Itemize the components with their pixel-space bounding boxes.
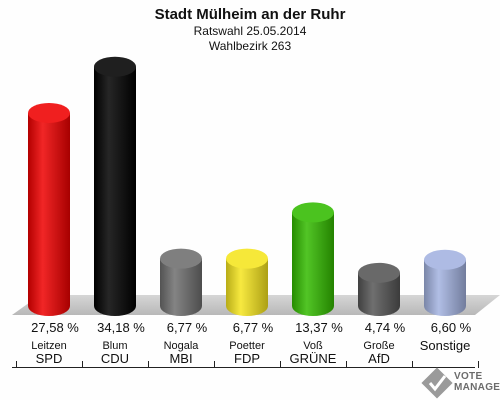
bar-body-gr-ne bbox=[292, 212, 334, 316]
category-tick bbox=[478, 361, 479, 368]
bar-body-sonstige bbox=[424, 259, 466, 316]
category-tick bbox=[16, 361, 17, 368]
bar-body-cdu bbox=[94, 66, 136, 317]
bar-top-spd bbox=[28, 102, 70, 123]
party-label-sonstige: Sonstige bbox=[419, 338, 471, 353]
party-label-fdp: FDP bbox=[234, 351, 260, 366]
candidate-label-mbi: Nogala bbox=[163, 340, 199, 352]
value-label-cdu: 34,18 % bbox=[97, 320, 145, 335]
bar-gr-ne bbox=[292, 202, 334, 316]
bar-top-gr-ne bbox=[292, 202, 334, 223]
bar-cdu bbox=[94, 56, 136, 317]
bar-afd bbox=[358, 262, 400, 316]
value-label-spd: 27,58 % bbox=[31, 320, 79, 335]
bar-top-fdp bbox=[226, 248, 268, 269]
party-label-cdu: CDU bbox=[100, 351, 130, 366]
bar-top-mbi bbox=[160, 248, 202, 269]
bar-top-afd bbox=[358, 262, 400, 283]
chart-subtitle-election: Ratswahl 25.05.2014 bbox=[193, 24, 307, 38]
vote-check-icon bbox=[421, 367, 453, 399]
value-label-gr-ne: 13,37 % bbox=[295, 320, 343, 335]
bar-body-fdp bbox=[226, 258, 268, 316]
bar-mbi bbox=[160, 248, 202, 316]
category-tick bbox=[346, 361, 347, 368]
value-label-sonstige: 6,60 % bbox=[431, 320, 472, 335]
category-mbi: Nogala MBI bbox=[148, 340, 214, 365]
category-fdp: Poetter FDP bbox=[214, 340, 280, 365]
category-gr-ne: Voß GRÜNE bbox=[280, 340, 346, 365]
category-tick bbox=[82, 361, 83, 368]
value-label-mbi: 6,77 % bbox=[167, 320, 208, 335]
bar-sonstige bbox=[424, 249, 466, 316]
category-sonstige: Sonstige bbox=[412, 339, 478, 352]
vote-manager-logo: VOTE MANAGER bbox=[420, 366, 500, 400]
logo-text-manager: MANAGER bbox=[454, 382, 500, 393]
candidate-label-cdu: Blum bbox=[102, 340, 128, 352]
bar-spd bbox=[28, 102, 70, 316]
category-tick bbox=[214, 361, 215, 368]
category-tick bbox=[148, 361, 149, 368]
category-tick bbox=[280, 361, 281, 368]
party-label-afd: AfD bbox=[368, 351, 390, 366]
category-cdu: Blum CDU bbox=[82, 340, 148, 365]
bar-body-mbi bbox=[160, 258, 202, 316]
candidate-label-afd: Große bbox=[363, 340, 395, 352]
bar-top-sonstige bbox=[424, 249, 466, 270]
value-label-fdp: 6,77 % bbox=[233, 320, 274, 335]
party-label-spd: SPD bbox=[35, 351, 63, 366]
party-label-mbi: MBI bbox=[169, 351, 193, 366]
bar-fdp bbox=[226, 248, 268, 316]
candidate-label-spd: Leitzen bbox=[31, 340, 67, 352]
party-label-gr-ne: GRÜNE bbox=[289, 351, 337, 366]
logo-text-vote: VOTE bbox=[454, 371, 483, 382]
chart-title: Stadt Mülheim an der Ruhr bbox=[154, 6, 346, 23]
category-afd: Große AfD bbox=[346, 340, 412, 365]
candidate-label-gr-ne: Voß bbox=[303, 340, 323, 352]
bar-body-afd bbox=[358, 272, 400, 316]
candidate-label-fdp: Poetter bbox=[229, 340, 265, 352]
category-axis-line bbox=[12, 367, 475, 368]
value-label-afd: 4,74 % bbox=[365, 320, 406, 335]
bar-body-spd bbox=[28, 112, 70, 316]
chart-subtitle-district: Wahlbezirk 263 bbox=[208, 39, 292, 53]
category-tick bbox=[412, 361, 413, 368]
bar-top-cdu bbox=[94, 56, 136, 77]
category-spd: Leitzen SPD bbox=[16, 340, 82, 365]
